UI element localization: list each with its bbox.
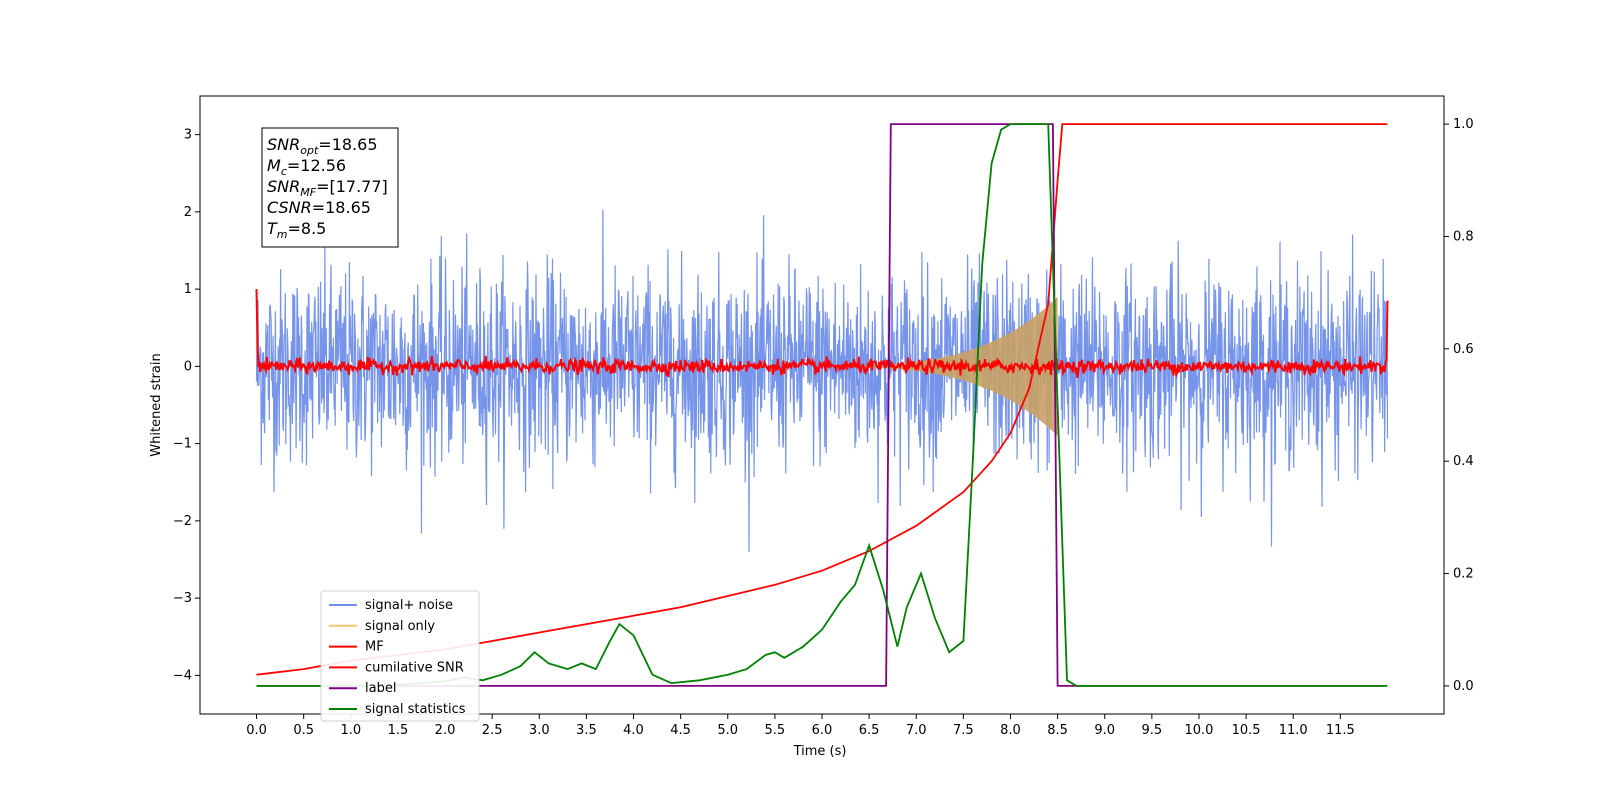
x-tick-label: 3.0 xyxy=(529,723,550,738)
y2-tick-label: 0.2 xyxy=(1453,567,1474,582)
x-tick-label: 1.0 xyxy=(340,723,361,738)
y2-tick-label: 0.8 xyxy=(1453,229,1474,244)
y2-tick-label: 1.0 xyxy=(1453,117,1474,132)
y-tick-label: 0 xyxy=(184,359,192,374)
x-tick-label: 6.0 xyxy=(812,723,833,738)
legend: signal+ noise signal only MF cumilative SNR… xyxy=(320,590,480,722)
y-axis-label: Whitened strain xyxy=(149,353,164,456)
legend-label: signal only xyxy=(365,619,435,634)
legend-label: signal statistics xyxy=(365,702,466,717)
x-tick-label: 9.0 xyxy=(1094,723,1115,738)
legend-frame xyxy=(320,590,480,722)
annotation-line: Mc=12.56 xyxy=(267,156,346,178)
x-tick-label: 7.0 xyxy=(906,723,927,738)
x-axis-label: Time (s) xyxy=(793,744,847,759)
legend-label: MF xyxy=(365,640,384,655)
legend-label: cumilative SNR xyxy=(365,660,464,675)
series-signal-statistics xyxy=(256,123,1388,687)
ticks-layer: 0.0 0.5 1.0 1.5 2.0 2.5 3.0 3.5 4.0 4.5 5.0 5.5 6.0 6… xyxy=(173,117,1474,738)
x-tick-label: 4.0 xyxy=(623,723,644,738)
series-mf xyxy=(255,289,1389,379)
annotation-line: SNRMF=[17.77] xyxy=(267,177,388,199)
x-tick-label: 6.5 xyxy=(859,723,880,738)
x-tick-label: 10.5 xyxy=(1232,723,1261,738)
x-tick-label: 11.5 xyxy=(1326,723,1355,738)
x-tick-label: 1.5 xyxy=(388,723,409,738)
y2-tick-label: 0.0 xyxy=(1453,679,1474,694)
x-tick-label: 11.0 xyxy=(1279,723,1308,738)
x-tick-label: 4.5 xyxy=(670,723,691,738)
annotation-box: SNRopt=18.65Mc=12.56SNRMF=[17.77]CSNR=18… xyxy=(261,127,399,248)
annotation-line: Tm=8.5 xyxy=(267,219,326,241)
y-tick-label: −4 xyxy=(173,668,192,683)
legend-label: signal+ noise xyxy=(365,598,453,613)
x-tick-label: 2.5 xyxy=(482,723,503,738)
x-tick-label: 0.0 xyxy=(246,723,267,738)
x-tick-label: 7.5 xyxy=(953,723,974,738)
y-tick-label: −3 xyxy=(173,591,192,606)
y-tick-label: 1 xyxy=(184,282,192,297)
series-signal-noise xyxy=(255,209,1389,552)
y-tick-label: 2 xyxy=(184,205,192,220)
y-tick-label: −1 xyxy=(173,437,192,452)
legend-label: label xyxy=(365,681,396,696)
x-tick-label: 5.0 xyxy=(717,723,738,738)
x-tick-label: 9.5 xyxy=(1142,723,1163,738)
y2-tick-label: 0.6 xyxy=(1453,342,1474,357)
y-tick-label: 3 xyxy=(184,128,192,143)
x-tick-label: 8.0 xyxy=(1000,723,1021,738)
annotation-line: SNRopt=18.65 xyxy=(267,135,378,157)
annotation-frame xyxy=(261,127,399,248)
x-tick-label: 5.5 xyxy=(765,723,786,738)
x-tick-label: 8.5 xyxy=(1047,723,1068,738)
x-tick-label: 0.5 xyxy=(293,723,314,738)
x-tick-label: 10.0 xyxy=(1184,723,1213,738)
x-tick-label: 2.0 xyxy=(435,723,456,738)
x-tick-label: 3.5 xyxy=(576,723,597,738)
y-tick-label: −2 xyxy=(173,514,192,529)
y2-tick-label: 0.4 xyxy=(1453,454,1474,469)
annotation-line: CSNR=18.65 xyxy=(267,198,371,217)
